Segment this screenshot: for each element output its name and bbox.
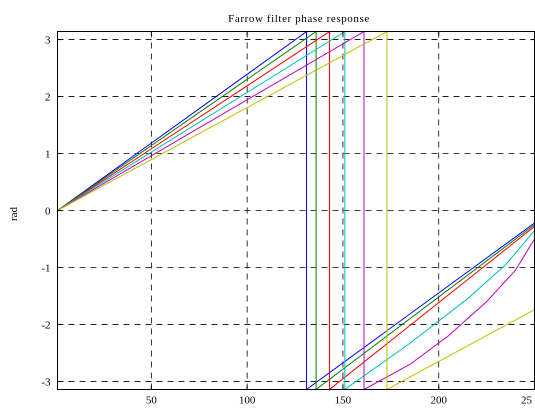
series-line-6	[57, 30, 535, 391]
x-tick-label-0: 50	[146, 395, 158, 407]
series-line-3	[57, 30, 535, 391]
axis-ticks: 50 100 150 200 25 -3 -2 -1 0 1 2 3	[41, 31, 535, 407]
y-tick-label-2: -1	[41, 262, 50, 274]
series-lines	[57, 30, 535, 391]
series-line-2	[57, 30, 535, 391]
y-tick-label-0: -3	[41, 376, 51, 388]
x-tick-label-4: 25	[521, 395, 533, 407]
x-tick-label-3: 200	[430, 395, 447, 407]
grid-lines	[57, 31, 535, 390]
y-tick-label-4: 1	[45, 149, 51, 161]
y-tick-label-5: 2	[45, 92, 51, 104]
y-tick-label-6: 3	[45, 35, 51, 47]
y-tick-label-1: -2	[41, 319, 50, 331]
x-tick-label-2: 150	[335, 395, 352, 407]
series-line-5	[57, 30, 535, 391]
x-tick-label-1: 100	[239, 395, 256, 407]
series-line-1	[57, 30, 535, 391]
chart-title: Farrow filter phase response	[228, 13, 370, 25]
y-axis-label: rad	[8, 206, 20, 221]
y-tick-label-3: 0	[45, 206, 51, 218]
